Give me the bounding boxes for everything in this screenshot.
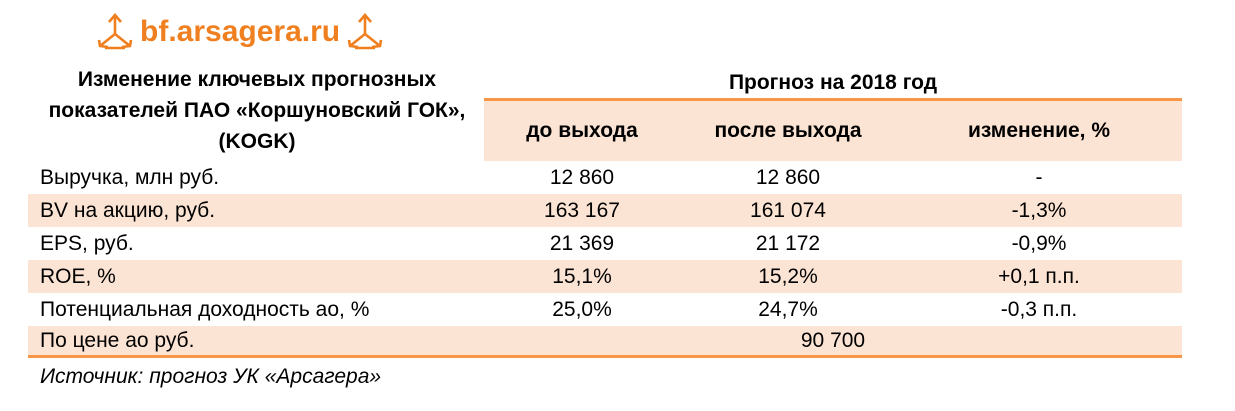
column-header-row: до выхода после выхода изменение, % (484, 98, 1182, 161)
table-row: EPS, руб. 21 369 21 172 -0,9% (28, 227, 1182, 260)
row-label: ROE, % (40, 265, 116, 288)
value-change: +0,1 п.п. (998, 265, 1080, 288)
price-value: 90 700 (800, 329, 866, 352)
value-before: 15,1% (552, 265, 612, 288)
row-label: Выручка, млн руб. (40, 166, 220, 189)
value-after: 15,2% (758, 265, 818, 288)
table-body: Выручка, млн руб. 12 860 12 860 - BV на … (28, 161, 1182, 358)
row-label: По цене ао руб. (40, 329, 195, 352)
value-change: -0,3 п.п. (1000, 298, 1078, 321)
value-before: 12 860 (549, 166, 615, 189)
value-after: 161 074 (750, 199, 826, 222)
column-header-change: изменение, % (967, 119, 1111, 142)
table-title: Изменение ключевых прогнозных показателе… (48, 68, 466, 153)
table-row: ROE, % 15,1% 15,2% +0,1 п.п. (28, 260, 1182, 293)
value-before: 21 369 (549, 232, 615, 255)
value-before: 25,0% (552, 298, 612, 321)
value-change: - (1035, 166, 1043, 189)
price-row: По цене ао руб. 90 700 (28, 326, 1182, 358)
value-after: 21 172 (755, 232, 821, 255)
table-row: BV на акцию, руб. 163 167 161 074 -1,3% (28, 194, 1182, 227)
logo: bf.arsagera.ru (96, 8, 384, 56)
column-header-after: после выхода (714, 119, 862, 142)
arsagera-tripod-icon (346, 12, 384, 52)
row-label: Потенциальная доходность ао, % (40, 298, 370, 321)
value-change: -0,9% (1011, 232, 1067, 255)
table-row: Выручка, млн руб. 12 860 12 860 - (28, 161, 1182, 194)
column-header-before: до выхода (526, 119, 638, 142)
source-note: Источник: прогноз УК «Арсагера» (40, 365, 382, 388)
value-after: 12 860 (755, 166, 821, 189)
value-before: 163 167 (544, 199, 620, 222)
group-header: Прогноз на 2018 год (728, 71, 938, 94)
arsagera-tripod-icon (96, 12, 134, 52)
value-change: -1,3% (1011, 199, 1067, 222)
row-label: BV на акцию, руб. (40, 199, 216, 222)
value-after: 24,7% (758, 298, 818, 321)
row-label: EPS, руб. (40, 232, 134, 255)
logo-text: bf.arsagera.ru (140, 15, 341, 48)
table-row: Потенциальная доходность ао, % 25,0% 24,… (28, 293, 1182, 326)
